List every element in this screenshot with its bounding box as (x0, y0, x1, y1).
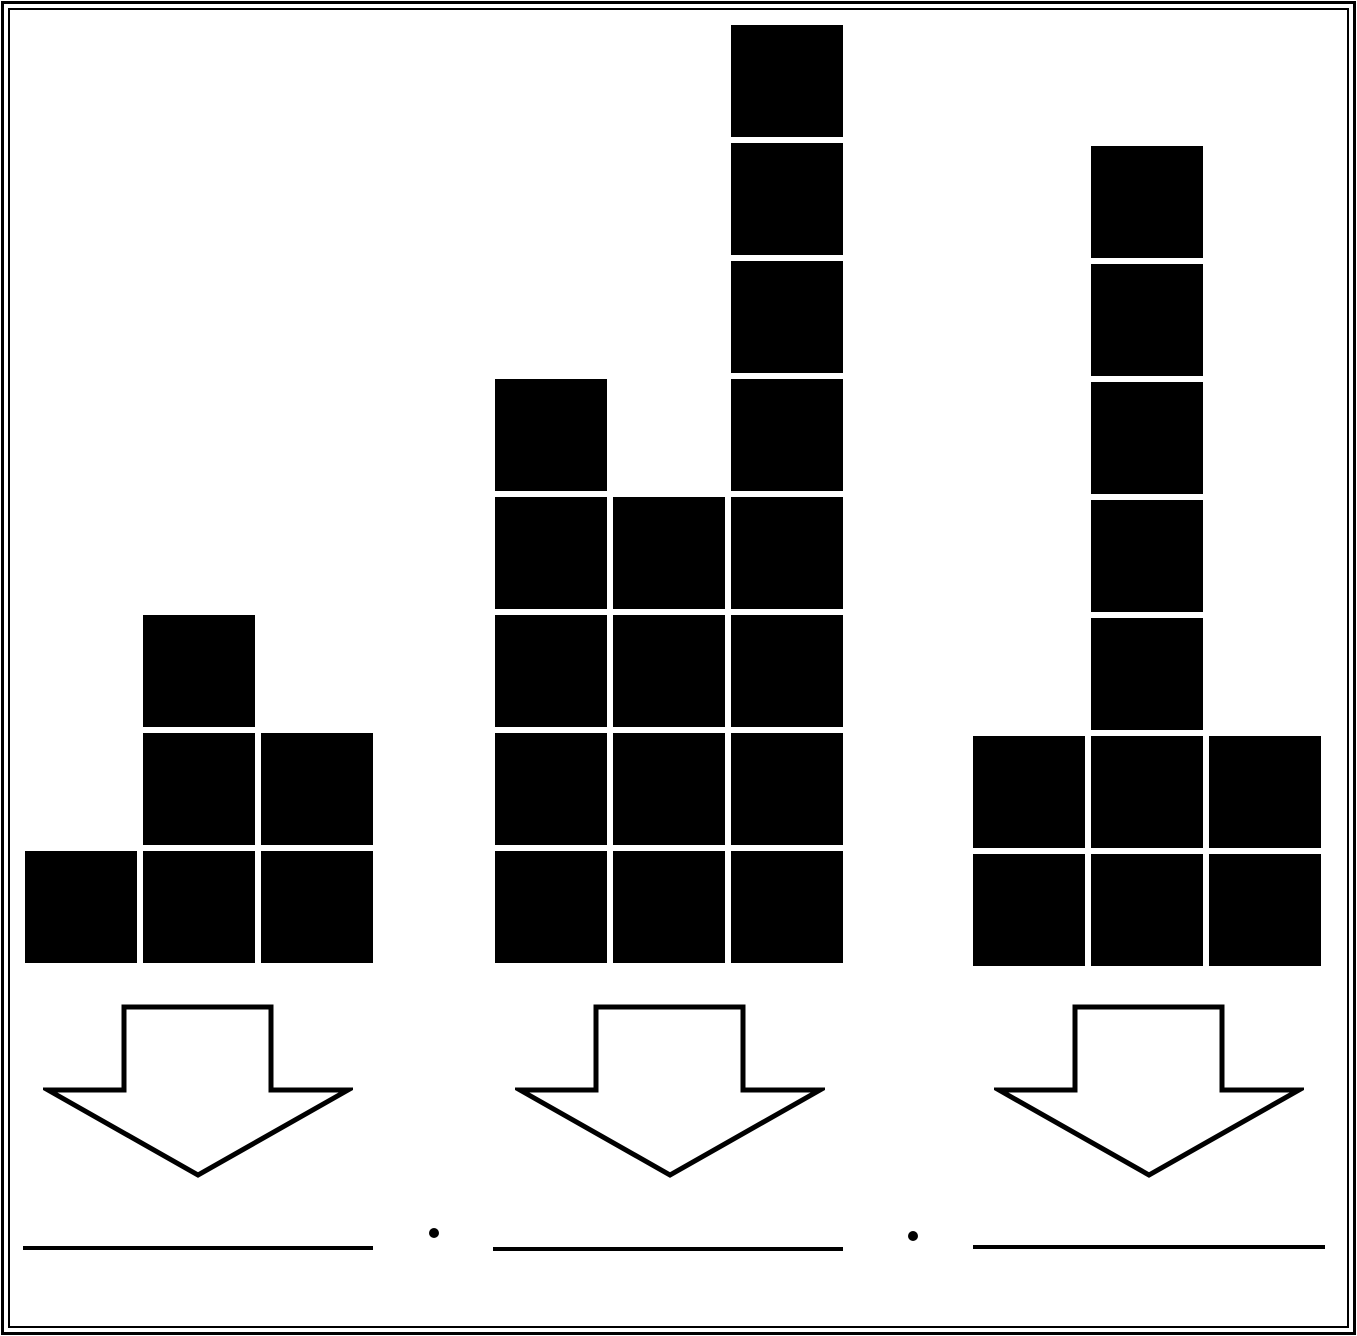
ratio-separator-dot-1 (429, 1228, 439, 1238)
block (495, 497, 607, 609)
block (1091, 618, 1203, 730)
block (731, 379, 843, 491)
ratio-separator-dot-2 (908, 1231, 918, 1241)
block (1209, 736, 1321, 848)
block (613, 851, 725, 963)
block (731, 851, 843, 963)
block (1091, 736, 1203, 848)
block (1091, 264, 1203, 376)
answer-line-3[interactable] (973, 1245, 1325, 1249)
block (1209, 854, 1321, 966)
block (143, 615, 255, 727)
block (731, 615, 843, 727)
block (613, 497, 725, 609)
block (1091, 500, 1203, 612)
answer-line-2[interactable] (493, 1247, 843, 1251)
down-arrow-icon-3 (994, 1004, 1304, 1180)
block (261, 733, 373, 845)
block (613, 615, 725, 727)
block (495, 851, 607, 963)
down-arrow-icon-1 (43, 1004, 353, 1180)
block (731, 261, 843, 373)
block (973, 854, 1085, 966)
block (495, 615, 607, 727)
block (613, 733, 725, 845)
block (973, 736, 1085, 848)
block (731, 733, 843, 845)
block (1091, 146, 1203, 258)
block (143, 851, 255, 963)
block (1091, 854, 1203, 966)
block (143, 733, 255, 845)
block (731, 143, 843, 255)
block (1091, 382, 1203, 494)
block (731, 497, 843, 609)
block (261, 851, 373, 963)
block (495, 733, 607, 845)
block (495, 379, 607, 491)
answer-line-1[interactable] (23, 1246, 373, 1250)
block (25, 851, 137, 963)
down-arrow-icon-2 (515, 1004, 825, 1180)
block (731, 25, 843, 137)
